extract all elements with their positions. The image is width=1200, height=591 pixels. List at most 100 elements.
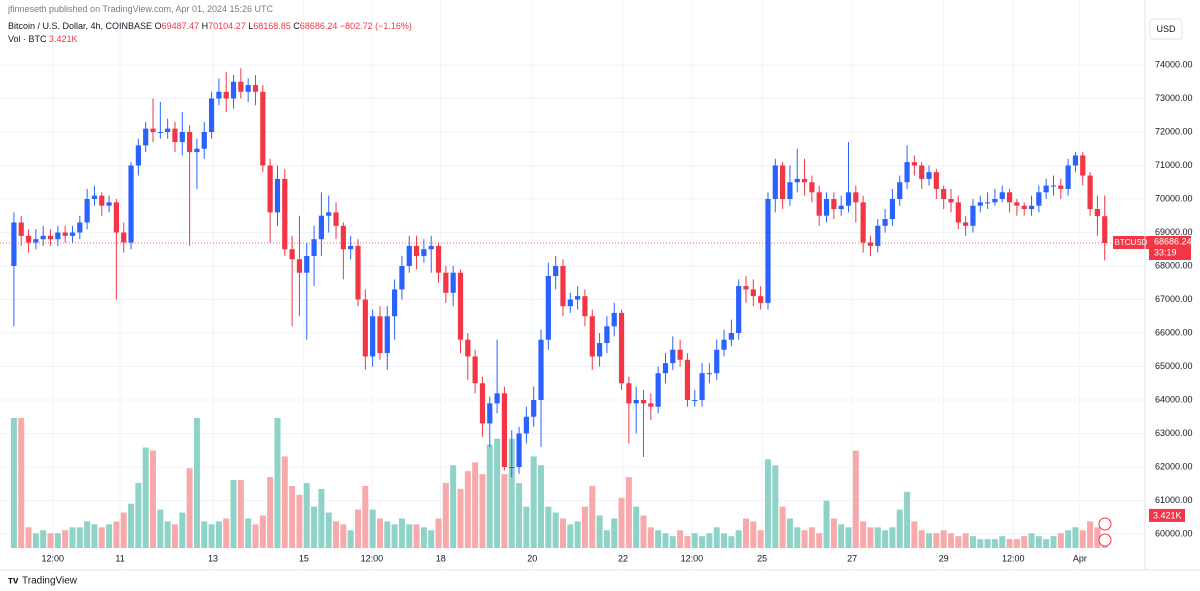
currency-button[interactable] [1149,18,1183,40]
candle-body [428,245,434,250]
y-tick-label: 71000.00 [1155,160,1193,170]
volume-bar [596,515,603,548]
candle-body [84,198,90,223]
volume-bar [32,533,39,548]
candle-body [128,165,134,243]
volume-bar [384,521,391,548]
volume-bar [157,509,164,548]
candle-body [362,299,368,357]
volume-bar [289,485,296,548]
y-tick-label: 65000.00 [1155,361,1193,371]
last-volume-box [1149,508,1185,522]
candle-body [1080,155,1086,176]
candle-body [919,165,925,179]
volume-bar [479,474,486,548]
volume-bar [340,524,347,548]
volume-bar [728,536,735,548]
ohlc-legend: Bitcoin / U.S. Dollar, 4h, COINBASE O694… [8,21,412,31]
volume-bar [552,512,559,548]
candle-body [670,349,676,364]
event-icon[interactable] [1098,517,1112,531]
candle-body [1036,192,1042,206]
volume-bar [208,524,215,548]
volume-bar [40,530,47,548]
candle-body [538,339,544,400]
ohlc-prefix: C [293,21,300,31]
y-tick-label: 70000.00 [1155,193,1193,203]
volume-bar [281,456,288,548]
y-tick-label: 63000.00 [1155,428,1193,438]
volume-bar [940,530,947,548]
y-tick-label: 68000.00 [1155,260,1193,270]
volume-bar [303,483,310,548]
candle-body [845,192,852,206]
candle-body [721,339,727,350]
candle-body [465,339,471,357]
volume-bar [362,485,369,548]
candle-body [348,245,354,250]
volume-bar [845,527,852,548]
candle-body [743,286,749,290]
volume-bar [267,477,274,548]
volume-bar [435,518,442,548]
volume-bar [54,533,61,548]
candle-body [1087,175,1093,210]
candle-body [1065,165,1071,189]
volume-bar [1087,521,1094,548]
candle-body [516,433,522,467]
candle-body [523,416,529,434]
volume-bar [904,491,911,548]
volume-bar [369,509,376,548]
event-icon[interactable] [1098,533,1112,547]
volume-bar [47,533,54,548]
candle-body [728,332,734,340]
volume-bar [779,506,786,548]
candle-body [165,128,171,132]
volume-bar [969,536,976,548]
x-tick-label: 25 [757,553,767,563]
candle-body [992,198,998,203]
ohlc-value: 69487.47 [161,21,200,31]
volume-bar [1065,530,1072,548]
volume-bar [472,462,479,548]
volume-bar [391,524,398,548]
candle-body [897,182,903,199]
volume-bar [486,444,493,548]
last-volume: 3.421K [1153,510,1182,520]
volume-bar [706,533,713,548]
volume-bar [545,506,552,548]
x-tick-label: 18 [436,553,446,563]
y-tick-label: 61000.00 [1155,495,1193,505]
volume-bar [494,438,501,548]
currency[interactable]: USD [1156,24,1176,34]
candle-body [904,162,910,183]
candle-body [1028,205,1035,210]
candle-body [260,91,266,166]
volume-bar [201,521,208,548]
symbol: Bitcoin / U.S. Dollar, 4h, COINBASE [8,21,153,31]
candle-body [333,212,339,226]
candle-body [311,239,317,256]
x-tick-label: 12:00 [41,553,64,563]
ohlc-value: 68686.24 [299,21,338,31]
candle-body [823,198,830,216]
candle-body [567,299,573,307]
candle-body [370,316,376,357]
volume-bar [933,533,940,548]
volume-bar [618,497,625,548]
x-tick-label: 12:00 [1002,553,1025,563]
candle-body [582,296,588,317]
candle-body [172,128,178,143]
last-price: 68686.24 [1154,236,1192,246]
candle-body [553,265,559,277]
volume-legend: Vol · BTC 3.421K [8,34,78,44]
volume-bar [186,468,193,548]
candle-body [223,91,229,99]
volume-bar [559,518,566,548]
candle-body [245,85,251,92]
volume-bar [464,471,471,548]
candle-body [794,178,800,183]
candle-body [18,222,24,236]
candle-body [611,312,617,327]
